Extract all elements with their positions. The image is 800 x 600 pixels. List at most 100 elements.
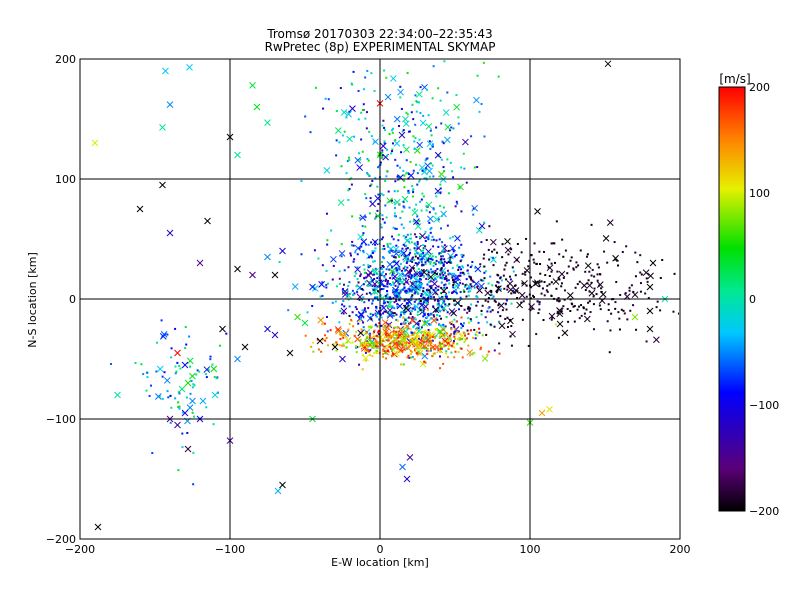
data-point: [421, 249, 424, 252]
data-point: [378, 322, 381, 325]
data-point: [656, 300, 659, 303]
data-point: [383, 325, 386, 328]
data-point: [435, 272, 438, 275]
data-point: [402, 243, 405, 246]
data-point-cross: [393, 260, 400, 267]
data-point: [409, 350, 412, 353]
data-point-cross: [340, 108, 348, 116]
data-point: [416, 183, 419, 186]
data-point: [487, 350, 490, 353]
data-point: [542, 319, 545, 322]
data-point: [364, 225, 367, 228]
data-point: [451, 267, 454, 270]
data-point: [580, 304, 583, 307]
data-point: [433, 299, 436, 302]
data-point: [491, 284, 494, 287]
data-point: [367, 266, 370, 269]
data-point-cross: [434, 187, 442, 195]
data-point: [358, 217, 361, 220]
data-point: [349, 254, 352, 257]
data-point: [541, 287, 544, 290]
data-point: [546, 290, 549, 293]
data-point: [461, 337, 464, 340]
data-point: [434, 318, 437, 321]
data-point: [369, 184, 372, 187]
data-point: [362, 289, 365, 292]
data-point: [540, 280, 543, 283]
data-point: [442, 309, 445, 312]
data-point: [195, 373, 198, 376]
data-point: [441, 275, 444, 278]
data-point: [439, 331, 442, 334]
data-point: [445, 350, 448, 353]
data-point: [460, 243, 463, 246]
data-point: [485, 333, 488, 336]
data-point: [469, 318, 472, 321]
data-point: [516, 297, 519, 300]
data-point: [391, 150, 394, 153]
plot-frame: [79, 58, 681, 540]
data-point: [346, 341, 349, 344]
data-point: [471, 279, 474, 282]
data-point-cross: [604, 60, 612, 68]
data-point-cross: [442, 109, 450, 116]
data-point: [558, 300, 561, 303]
data-point: [402, 201, 405, 204]
data-point: [393, 206, 396, 209]
data-point-cross: [438, 170, 445, 178]
data-point: [401, 339, 404, 342]
data-point: [467, 294, 470, 297]
data-point: [437, 87, 440, 90]
data-point: [442, 263, 445, 266]
data-point: [438, 314, 441, 317]
data-point: [373, 260, 376, 263]
data-point: [554, 323, 557, 326]
data-point: [346, 160, 349, 163]
data-point: [524, 270, 527, 273]
data-point: [212, 423, 215, 426]
data-point: [363, 307, 366, 310]
data-point: [362, 264, 365, 267]
data-point: [421, 297, 424, 300]
data-point-cross: [234, 265, 241, 273]
data-point: [530, 286, 533, 289]
data-point: [420, 292, 423, 295]
data-point: [573, 320, 576, 323]
data-point: [339, 333, 342, 336]
data-point: [406, 113, 409, 116]
data-point: [342, 344, 345, 347]
data-point: [588, 300, 591, 303]
data-point-cross: [340, 307, 348, 315]
data-point: [588, 290, 591, 293]
data-point: [411, 260, 414, 263]
data-point: [409, 271, 412, 274]
data-point: [480, 103, 483, 106]
data-point: [418, 343, 421, 346]
data-point-cross: [334, 127, 342, 134]
data-point: [443, 260, 446, 263]
data-point: [178, 392, 181, 395]
data-point-cross: [413, 270, 421, 278]
data-point: [379, 223, 382, 226]
data-point: [155, 370, 158, 373]
data-point: [577, 264, 580, 267]
data-point: [413, 348, 416, 351]
data-point-cross: [234, 355, 241, 363]
data-point: [599, 308, 602, 311]
data-point: [373, 329, 376, 332]
data-point-cross: [481, 355, 489, 362]
data-point: [416, 252, 419, 255]
data-point: [453, 255, 456, 258]
data-point: [429, 231, 432, 234]
data-point: [438, 261, 441, 264]
data-point: [456, 331, 459, 334]
data-point: [430, 239, 433, 242]
data-point: [401, 247, 404, 250]
data-point: [453, 331, 456, 334]
data-point-cross: [497, 302, 505, 309]
data-point: [317, 348, 320, 351]
data-point: [452, 341, 455, 344]
data-point: [400, 363, 403, 366]
data-point: [416, 245, 419, 248]
data-point: [323, 322, 326, 325]
